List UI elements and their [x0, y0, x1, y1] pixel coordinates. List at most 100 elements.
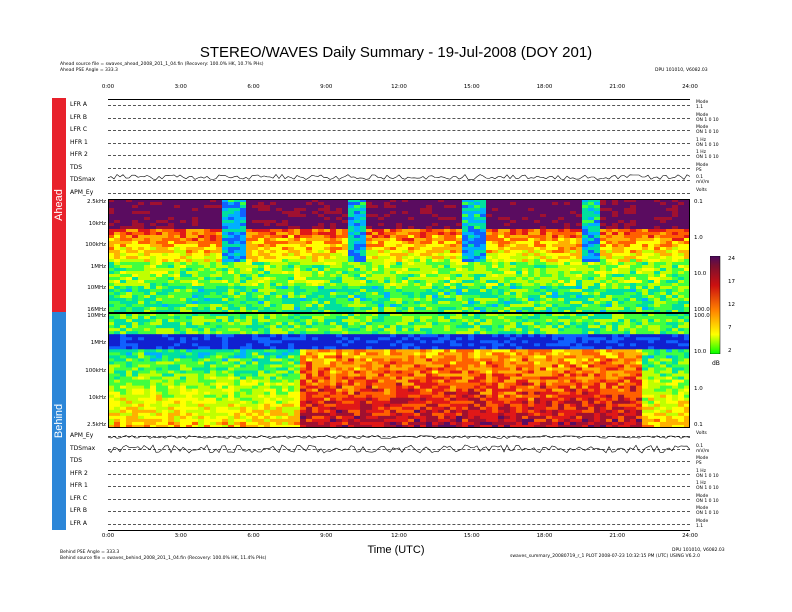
- spectrogram-cell: [300, 214, 307, 218]
- spectrogram-cell: [462, 223, 469, 227]
- spectrogram-cell: [528, 268, 535, 272]
- spectrogram-cell: [222, 292, 229, 296]
- spectrogram-cell: [174, 223, 181, 227]
- spectrogram-cell: [582, 253, 589, 257]
- spectrogram-cell: [438, 301, 445, 305]
- spectrogram-cell: [144, 220, 151, 224]
- spectrogram-cell: [354, 220, 361, 224]
- spectrogram-cell: [624, 220, 631, 224]
- spectrogram-cell: [312, 259, 319, 263]
- spectrogram-cell: [258, 220, 265, 224]
- spectrogram-cell: [210, 220, 217, 224]
- spectrogram-cell: [288, 340, 295, 344]
- spectrogram-cell: [132, 268, 139, 272]
- spectrogram-cell: [612, 322, 619, 326]
- instrument-row-line: [108, 142, 690, 144]
- spectrogram-cell: [192, 316, 199, 320]
- spectrogram-cell: [342, 319, 349, 323]
- spectrogram-cell: [312, 253, 319, 257]
- spectrogram-cell: [384, 226, 391, 230]
- spectrogram-cell: [108, 334, 115, 338]
- spectrogram-cell: [438, 337, 445, 341]
- spectrogram-cell: [336, 343, 343, 347]
- spectrogram-cell: [204, 298, 211, 302]
- spectrogram-cell: [582, 232, 589, 236]
- spectrogram-cell: [378, 211, 385, 215]
- spectrogram-cell: [264, 277, 271, 281]
- spectrogram-cell: [210, 217, 217, 221]
- spectrogram-cell: [504, 244, 511, 248]
- spectrogram-cell: [630, 253, 637, 257]
- spectrogram-cell: [456, 217, 463, 221]
- spectrogram-cell: [522, 238, 529, 242]
- spectrogram-cell: [186, 241, 193, 245]
- spectrogram-cell: [582, 295, 589, 299]
- spectrogram-cell: [594, 307, 601, 311]
- spectrogram-cell: [606, 241, 613, 245]
- spectrogram-cell: [600, 232, 607, 236]
- spectrogram-cell: [180, 319, 187, 323]
- spectrogram-cell: [138, 268, 145, 272]
- spectrogram-cell: [252, 331, 259, 335]
- spectrogram-cell: [306, 226, 313, 230]
- spectrogram-cell: [432, 250, 439, 254]
- spectrogram-cell: [306, 349, 313, 353]
- spectrogram-cell: [246, 280, 253, 284]
- spectrogram-cell: [324, 313, 331, 317]
- spectrogram-cell: [426, 262, 433, 266]
- spectrogram-cell: [648, 298, 655, 302]
- spectrogram-cell: [504, 211, 511, 215]
- spectrogram-cell: [114, 325, 121, 329]
- spectrogram-cell: [528, 250, 535, 254]
- spectrogram-cell: [630, 328, 637, 332]
- spectrogram-cell: [612, 226, 619, 230]
- spectrogram-cell: [558, 268, 565, 272]
- spectrogram-cell: [654, 220, 661, 224]
- spectrogram-cell: [660, 316, 667, 320]
- spectrogram-cell: [348, 346, 355, 350]
- spectrogram-cell: [210, 325, 217, 329]
- spectrogram-cell: [594, 268, 601, 272]
- spectrogram-cell: [330, 247, 337, 251]
- spectrogram-cell: [276, 301, 283, 305]
- spectrogram-cell: [684, 286, 690, 290]
- spectrogram-cell: [636, 292, 643, 296]
- spectrogram-cell: [414, 316, 421, 320]
- spectrogram-cell: [276, 238, 283, 242]
- spectrogram-cell: [564, 232, 571, 236]
- spectrogram-cell: [468, 304, 475, 308]
- spectrogram-cell: [678, 205, 685, 209]
- spectrogram-cell: [672, 274, 679, 278]
- spectrogram-cell: [186, 250, 193, 254]
- spectrogram-cell: [138, 223, 145, 227]
- spectrogram-cell: [348, 343, 355, 347]
- spectrogram-cell: [318, 220, 325, 224]
- spectrogram-cell: [564, 295, 571, 299]
- spectrogram-cell: [336, 271, 343, 275]
- spectrogram-cell: [216, 310, 223, 313]
- spectrogram-cell: [282, 274, 289, 278]
- spectrogram-cell: [210, 205, 217, 209]
- spectrogram-cell: [456, 271, 463, 275]
- spectrogram-cell: [540, 211, 547, 215]
- spectrogram-cell: [138, 307, 145, 311]
- spectrogram-cell: [426, 343, 433, 347]
- spectrogram-cell: [594, 298, 601, 302]
- spectrogram-cell: [204, 340, 211, 344]
- spectrogram-cell: [222, 229, 229, 233]
- spectrogram-cell: [384, 280, 391, 284]
- spectrogram-cell: [678, 253, 685, 257]
- spectrogram-cell: [210, 328, 217, 332]
- spectrogram-cell: [594, 343, 601, 347]
- spectrogram-cell: [600, 217, 607, 221]
- spectrogram-cell: [138, 217, 145, 221]
- spectrogram-cell: [498, 307, 505, 311]
- spectrogram-cell: [324, 226, 331, 230]
- spectrogram-cell: [402, 292, 409, 296]
- spectrogram-cell: [384, 343, 391, 347]
- spectrogram-cell: [684, 313, 690, 317]
- spectrogram-cell: [612, 247, 619, 251]
- spectrogram-cell: [630, 307, 637, 311]
- spectrogram-cell: [228, 322, 235, 326]
- spectrogram-cell: [672, 217, 679, 221]
